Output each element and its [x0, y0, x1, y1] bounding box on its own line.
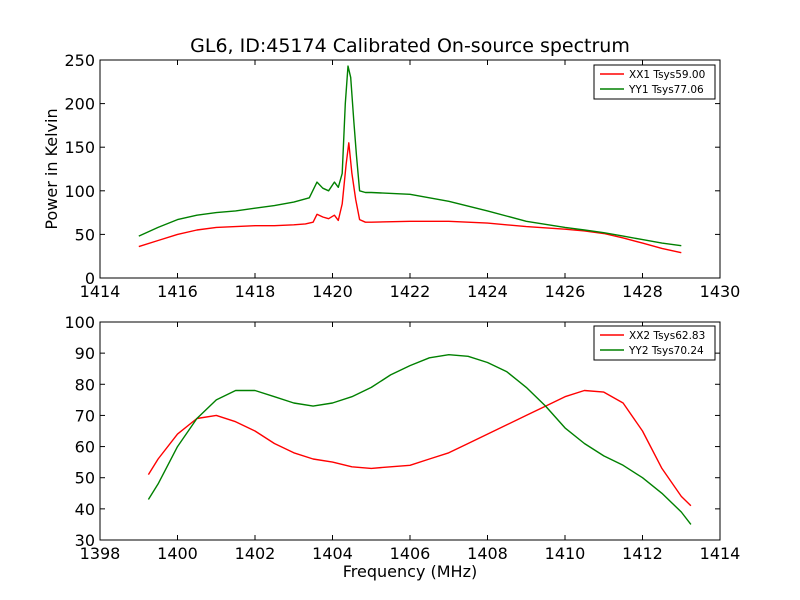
x-axis-label: Frequency (MHz)	[343, 562, 477, 581]
x-tick-label: 1418	[235, 282, 276, 301]
x-tick-label: 1424	[467, 282, 508, 301]
y-tick-label: 70	[75, 406, 95, 425]
x-tick-label: 1404	[312, 544, 353, 563]
x-tick-label: 1398	[80, 544, 121, 563]
y-tick-label: 250	[64, 51, 95, 70]
x-tick-label: 1422	[390, 282, 431, 301]
x-tick-label: 1412	[622, 544, 663, 563]
x-tick-label: 1400	[157, 544, 198, 563]
series-line-yy2	[147, 354, 692, 525]
y-tick-label: 150	[64, 138, 95, 157]
x-tick-label: 1414	[700, 544, 741, 563]
x-tick-label: 1430	[700, 282, 741, 301]
legend: XX2 Tsys62.83 YY2 Tsys70.24	[593, 325, 716, 361]
bottom-spectrum-chart: 1398 1400 1402 1404 1406 1408 1410 1412 1414 30 40…	[64, 313, 740, 581]
legend-entry: XX1 Tsys59.00	[629, 69, 705, 81]
y-tick-label: 50	[75, 225, 95, 244]
series-line-xx2	[147, 389, 692, 507]
series-line-xx1	[138, 142, 682, 254]
series-group	[147, 354, 692, 525]
y-axis-label: Power in Kelvin	[42, 108, 61, 229]
x-tick-label: 1414	[80, 282, 121, 301]
x-tick-label: 1416	[157, 282, 198, 301]
x-tick-label: 1410	[545, 544, 586, 563]
legend-entry: YY2 Tsys70.24	[628, 345, 704, 357]
series-group	[138, 65, 682, 254]
chart-title: GL6, ID:45174 Calibrated On-source spect…	[190, 35, 630, 57]
x-tick-label: 1408	[467, 544, 508, 563]
x-tick-label: 1402	[235, 544, 276, 563]
y-tick-label: 40	[75, 500, 95, 519]
y-tick-label: 0	[85, 269, 95, 288]
y-tick-label: 200	[64, 95, 95, 114]
legend-box	[593, 325, 716, 361]
y-tick-label: 60	[75, 438, 95, 457]
legend-entry: XX2 Tsys62.83	[629, 330, 705, 342]
legend-box	[593, 64, 716, 100]
x-tick-label: 1426	[545, 282, 586, 301]
legend: XX1 Tsys59.00 YY1 Tsys77.06	[593, 64, 716, 100]
y-tick-label: 90	[75, 344, 95, 363]
series-line-yy1	[138, 65, 682, 247]
x-tick-label: 1420	[312, 282, 353, 301]
y-tick-label: 50	[75, 469, 95, 488]
top-spectrum-chart: 1414 1416 1418 1420 1422 1424 1426 1428 1430 0 50 1…	[42, 51, 740, 301]
x-tick-label: 1406	[390, 544, 431, 563]
y-tick-label: 100	[64, 313, 95, 332]
y-tick-label: 30	[75, 531, 95, 550]
legend-entry: YY1 Tsys77.06	[628, 84, 704, 96]
x-tick-label: 1428	[622, 282, 663, 301]
y-tick-label: 80	[75, 375, 95, 394]
y-tick-label: 100	[64, 182, 95, 201]
